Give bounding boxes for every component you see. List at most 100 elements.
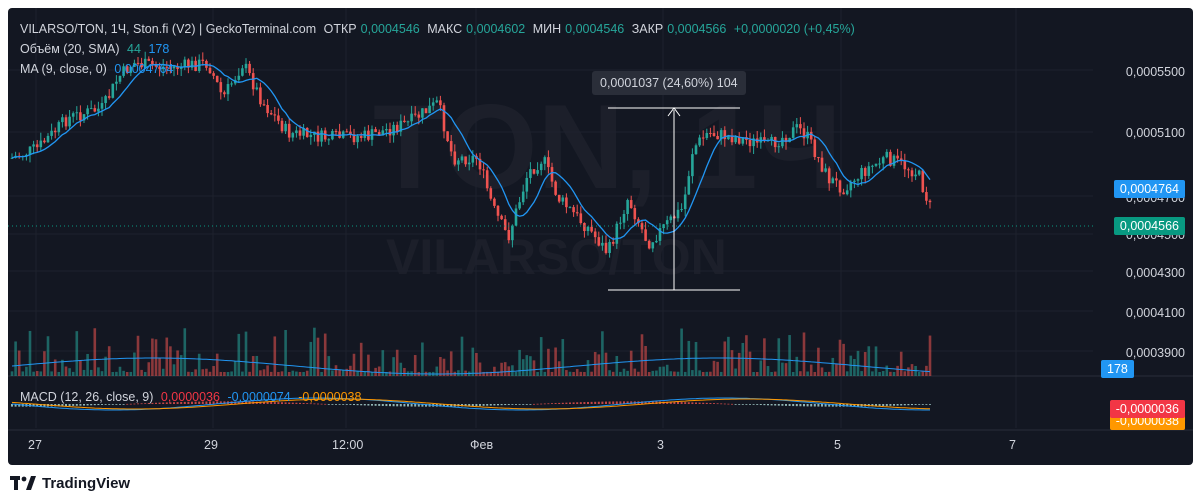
chart-canvas[interactable] xyxy=(8,8,1193,465)
candle-body xyxy=(316,131,320,142)
macd-hist-bar xyxy=(302,403,305,404)
candle-body xyxy=(111,83,115,98)
macd-hist-bar xyxy=(36,404,39,407)
chart-panel[interactable]: TON, 1Ч VILARSO/TON VILARSO/TON, 1Ч, Sto… xyxy=(8,8,1193,465)
candle-body xyxy=(626,200,629,214)
candle-body xyxy=(802,128,806,139)
macd-hist-bar xyxy=(378,404,381,406)
macd-hist-bar xyxy=(205,401,208,404)
macd-hist-bar xyxy=(806,404,809,407)
candle-body xyxy=(64,117,68,127)
macd-hist-bar xyxy=(698,402,701,404)
volume-bar xyxy=(345,368,349,376)
candle-body xyxy=(262,104,266,106)
macd-hist-bar xyxy=(594,401,597,404)
x-tick: 27 xyxy=(28,438,42,452)
volume-bar xyxy=(197,353,201,376)
macd-hist-bar xyxy=(151,402,154,404)
high-value: 0,0004602 xyxy=(466,22,526,36)
candle-body xyxy=(140,63,143,68)
candle-body xyxy=(345,131,349,133)
volume-bar xyxy=(363,371,367,376)
macd-hist-bar xyxy=(900,404,903,406)
volume-bar xyxy=(327,356,331,376)
candle-body xyxy=(583,223,586,232)
candle-body xyxy=(151,60,154,65)
candle-body xyxy=(305,127,309,138)
volume-bar xyxy=(93,328,97,376)
volume-bar xyxy=(71,371,75,376)
candle-body xyxy=(694,145,698,155)
volume-bar xyxy=(183,328,187,376)
candle-body xyxy=(464,156,467,165)
volume-bar xyxy=(565,370,568,376)
tradingview-footer[interactable]: TradingView xyxy=(10,472,130,494)
volume-value: 44 xyxy=(127,42,141,56)
change-value: +0,0000020 (+0,45%) xyxy=(733,22,855,36)
candle-body xyxy=(295,130,298,134)
candle-body xyxy=(907,169,910,171)
volume-bar xyxy=(561,339,565,376)
candle-body xyxy=(705,133,709,138)
macd-hist-bar xyxy=(821,404,823,407)
volume-bar xyxy=(305,370,309,376)
macd-hist-bar xyxy=(288,402,291,404)
macd-hist-bar xyxy=(774,404,777,406)
ohlc-legend: VILARSO/TON, 1Ч, Ston.fi (V2) | GeckoTer… xyxy=(20,22,859,36)
volume-bar xyxy=(543,371,547,376)
candle-body xyxy=(82,114,86,121)
volume-bar xyxy=(813,371,817,376)
volume-bar xyxy=(287,371,291,376)
volume-bar xyxy=(770,371,773,376)
macd-hist-bar xyxy=(756,404,759,405)
macd-value: -0,0000074 xyxy=(227,390,291,404)
candle-body xyxy=(115,81,118,84)
volume-bar xyxy=(547,348,550,376)
volume-bar xyxy=(673,371,676,376)
candle-body xyxy=(593,231,597,238)
candle-body xyxy=(313,131,316,135)
candle-body xyxy=(777,146,781,148)
candle-body xyxy=(104,96,107,104)
candle-body xyxy=(590,226,593,232)
volume-bar xyxy=(115,371,118,376)
macd-hist-bar xyxy=(799,404,802,407)
y-tick: 0,0005100 xyxy=(1125,126,1185,140)
macd-hist-bar xyxy=(601,401,604,404)
volume-bar xyxy=(284,329,287,376)
candle-body xyxy=(575,212,579,214)
volume-bar xyxy=(334,365,338,376)
candle-body xyxy=(93,108,97,112)
macd-hist-bar xyxy=(749,404,751,405)
candle-body xyxy=(215,75,219,83)
candle-body xyxy=(586,226,590,232)
macd-hist-bar xyxy=(734,404,737,405)
volume-bar xyxy=(316,337,320,376)
candle-body xyxy=(428,105,431,114)
volume-bar xyxy=(21,371,25,376)
macd-hist-bar xyxy=(392,404,395,407)
macd-hist-bar xyxy=(792,404,795,407)
volume-bar xyxy=(831,357,835,376)
watermark-pair: VILARSO/TON xyxy=(386,229,727,285)
macd-hist-bar xyxy=(162,402,165,404)
candle-body xyxy=(287,123,291,138)
candle-body xyxy=(172,66,176,69)
macd-hist-bar xyxy=(475,404,478,407)
macd-hist-bar xyxy=(291,402,294,404)
macd-hist-bar xyxy=(770,404,773,406)
macd-hist-bar xyxy=(731,403,733,405)
candle-body xyxy=(795,124,799,128)
candle-body xyxy=(28,146,32,155)
macd-hist-bar xyxy=(680,402,683,404)
macd-hist-bar xyxy=(504,404,507,406)
volume-bar xyxy=(219,371,223,376)
volume-bar xyxy=(525,355,529,376)
volume-bar xyxy=(25,366,28,376)
volume-bar xyxy=(125,372,129,376)
candle-body xyxy=(543,157,547,164)
volume-bar xyxy=(331,370,334,376)
candle-body xyxy=(25,154,28,157)
macd-hist-bar xyxy=(353,404,355,406)
candle-body xyxy=(457,160,460,165)
